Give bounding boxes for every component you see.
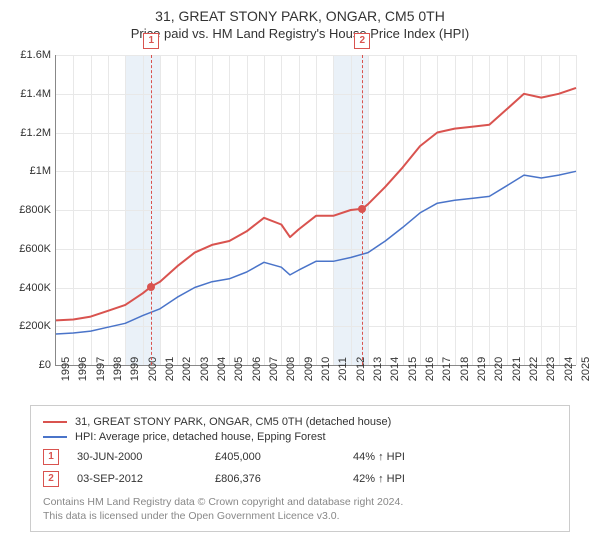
x-axis-label: 2002	[181, 357, 193, 381]
y-axis-label: £800K	[6, 204, 51, 216]
sale-marker-icon: 1	[143, 33, 159, 49]
x-axis-label: 2023	[545, 357, 557, 381]
x-axis-label: 2025	[580, 357, 592, 381]
x-axis-label: 2014	[389, 357, 401, 381]
x-axis-label: 1998	[112, 357, 124, 381]
gridline-v	[576, 55, 577, 365]
x-axis-label: 2000	[147, 357, 159, 381]
legend-swatch-icon	[43, 421, 67, 423]
event-price: £405,000	[215, 451, 335, 463]
x-axis-label: 2006	[251, 357, 263, 381]
x-axis-label: 2015	[407, 357, 419, 381]
chart-plot-area: £0£200K£400K£600K£800K£1M£1.2M£1.4M£1.6M…	[55, 55, 576, 366]
x-axis-label: 1997	[95, 357, 107, 381]
chart-title: 31, GREAT STONY PARK, ONGAR, CM5 0TH	[0, 0, 600, 24]
x-axis-label: 2001	[164, 357, 176, 381]
x-axis-label: 2018	[459, 357, 471, 381]
x-axis-label: 1999	[129, 357, 141, 381]
x-axis-label: 2019	[476, 357, 488, 381]
sale-dashed-line	[151, 55, 152, 365]
x-axis-label: 2012	[355, 357, 367, 381]
x-axis-label: 2005	[233, 357, 245, 381]
event-marker-icon: 2	[43, 471, 59, 487]
x-axis-label: 2022	[528, 357, 540, 381]
x-axis-label: 2013	[372, 357, 384, 381]
event-price: £806,376	[215, 473, 335, 485]
x-axis-label: 1996	[77, 357, 89, 381]
legend-event-row: 1 30-JUN-2000 £405,000 44% ↑ HPI	[43, 449, 557, 465]
x-axis-label: 2016	[424, 357, 436, 381]
y-axis-label: £200K	[6, 320, 51, 332]
x-axis-label: 2003	[199, 357, 211, 381]
y-axis-label: £1.4M	[6, 88, 51, 100]
legend-box: 31, GREAT STONY PARK, ONGAR, CM5 0TH (de…	[30, 405, 570, 532]
y-axis-label: £1.6M	[6, 49, 51, 61]
event-marker-icon: 1	[43, 449, 59, 465]
y-axis-label: £1.2M	[6, 127, 51, 139]
legend-event-row: 2 03-SEP-2012 £806,376 42% ↑ HPI	[43, 471, 557, 487]
x-axis-label: 2017	[441, 357, 453, 381]
sale-dot-icon	[358, 205, 366, 213]
y-axis-label: £1M	[6, 165, 51, 177]
chart-subtitle: Price paid vs. HM Land Registry's House …	[0, 24, 600, 41]
x-axis-label: 2011	[337, 357, 349, 381]
footer-line: This data is licensed under the Open Gov…	[43, 510, 340, 522]
event-date: 30-JUN-2000	[77, 451, 197, 463]
legend-series-label: HPI: Average price, detached house, Eppi…	[75, 431, 326, 443]
legend-series-row: HPI: Average price, detached house, Eppi…	[43, 431, 557, 443]
y-axis-label: £600K	[6, 243, 51, 255]
x-axis-label: 2020	[493, 357, 505, 381]
sale-marker-icon: 2	[354, 33, 370, 49]
series-line-price_paid	[56, 88, 576, 321]
legend-series-row: 31, GREAT STONY PARK, ONGAR, CM5 0TH (de…	[43, 416, 557, 428]
sale-dot-icon	[147, 283, 155, 291]
x-axis-label: 2007	[268, 357, 280, 381]
event-diff: 42% ↑ HPI	[353, 473, 473, 485]
x-axis-label: 1995	[60, 357, 72, 381]
x-axis-label: 2009	[303, 357, 315, 381]
x-axis-label: 2004	[216, 357, 228, 381]
legend-series-label: 31, GREAT STONY PARK, ONGAR, CM5 0TH (de…	[75, 416, 391, 428]
event-diff: 44% ↑ HPI	[353, 451, 473, 463]
legend-footer: Contains HM Land Registry data © Crown c…	[43, 495, 557, 523]
y-axis-label: £400K	[6, 282, 51, 294]
chart-container: 31, GREAT STONY PARK, ONGAR, CM5 0TH Pri…	[0, 0, 600, 560]
event-date: 03-SEP-2012	[77, 473, 197, 485]
y-axis-label: £0	[6, 359, 51, 371]
chart-lines-svg	[56, 55, 576, 365]
x-axis-label: 2021	[511, 357, 523, 381]
series-line-hpi	[56, 171, 576, 334]
legend-swatch-icon	[43, 436, 67, 438]
footer-line: Contains HM Land Registry data © Crown c…	[43, 496, 403, 508]
x-axis-label: 2008	[285, 357, 297, 381]
x-axis-label: 2010	[320, 357, 332, 381]
x-axis-label: 2024	[563, 357, 575, 381]
